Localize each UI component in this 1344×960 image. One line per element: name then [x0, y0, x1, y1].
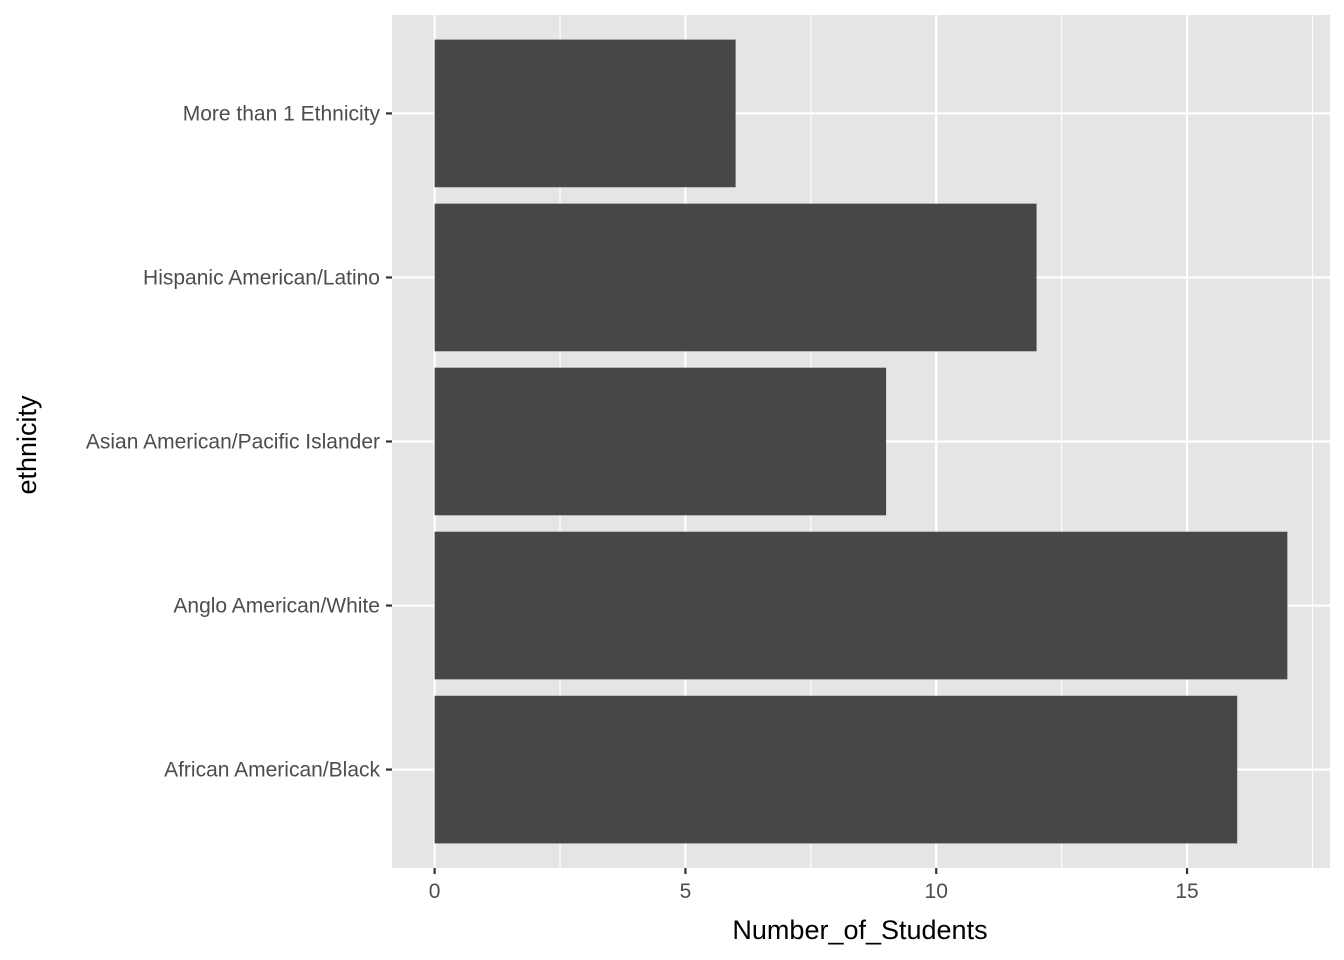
y-axis-title: ethnicity: [12, 395, 42, 495]
x-tick-label: 5: [680, 880, 692, 903]
x-axis-title: Number_of_Students: [732, 915, 987, 945]
bar: [434, 695, 1238, 844]
y-tick-label: More than 1 Ethnicity: [183, 102, 381, 125]
bar: [434, 203, 1037, 352]
x-axis: 0 5 10 15: [429, 868, 1199, 903]
x-tick-label: 10: [925, 880, 948, 903]
y-axis: African American/Black Anglo American/Whi…: [86, 102, 392, 782]
bar: [434, 39, 736, 188]
bar: [434, 531, 1288, 680]
bar: [434, 367, 887, 516]
y-tick-label: African American/Black: [164, 759, 380, 782]
x-tick-label: 15: [1175, 880, 1198, 903]
y-tick-label: Hispanic American/Latino: [143, 266, 380, 289]
y-tick-label: Anglo American/White: [173, 595, 380, 618]
bars: [434, 39, 1288, 844]
x-tick-label: 0: [429, 880, 441, 903]
y-tick-label: Asian American/Pacific Islander: [86, 431, 380, 454]
